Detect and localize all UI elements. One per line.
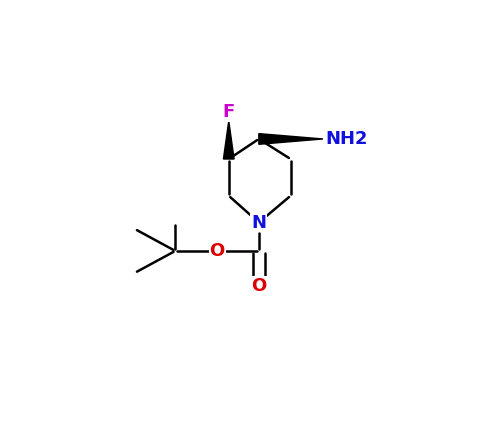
Text: O: O	[251, 277, 267, 295]
Text: O: O	[210, 242, 225, 260]
Text: F: F	[223, 103, 235, 121]
Polygon shape	[223, 121, 234, 159]
Polygon shape	[259, 134, 323, 145]
Text: NH2: NH2	[326, 130, 368, 148]
Text: N: N	[251, 214, 266, 231]
